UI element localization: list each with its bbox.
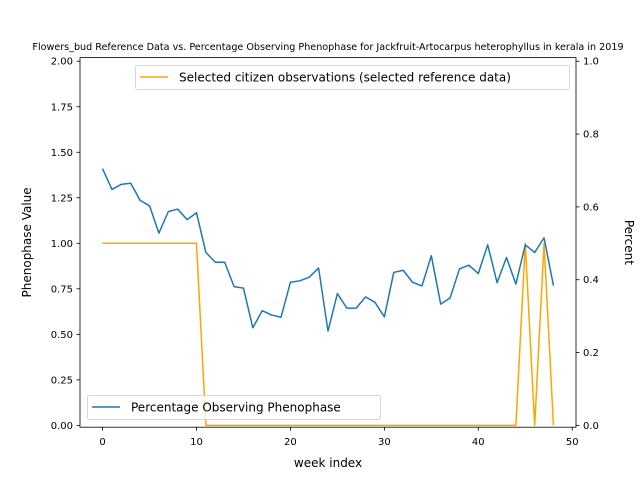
y-tick-label: 0.25 xyxy=(51,375,73,386)
x-tick-label: 40 xyxy=(472,437,485,448)
series-line-reference xyxy=(102,242,555,427)
x-axis-label: week index xyxy=(294,456,362,470)
legend-upper-right-box xyxy=(135,65,570,90)
y-tick-label: 0.75 xyxy=(51,284,73,295)
x-tick-label: 50 xyxy=(566,437,579,448)
y2-axis-label: Percent xyxy=(622,220,636,265)
series-line-percentage xyxy=(101,168,555,332)
y2-tick-label: 0.6 xyxy=(583,202,599,213)
y-tick-label: 1.50 xyxy=(51,148,73,159)
y-axis-label: Phenophase Value xyxy=(20,187,34,297)
chart-title: Flowers_bud Reference Data vs. Percentag… xyxy=(32,42,623,53)
y2-tick-label: 0.0 xyxy=(583,421,599,432)
x-tick-label: 20 xyxy=(284,437,297,448)
y-tick-label: 0.50 xyxy=(51,330,73,341)
legend-label-percentage: Percentage Observing Phenophase xyxy=(131,401,341,415)
x-tick-label: 30 xyxy=(378,437,391,448)
y2-tick-label: 1.0 xyxy=(583,57,599,68)
y2-tick-label: 0.8 xyxy=(583,130,599,141)
legend-upper-right: Selected citizen observations (selected … xyxy=(135,65,570,90)
plot-area-frame xyxy=(79,57,577,428)
x-tick-label: 0 xyxy=(99,437,105,448)
axis-ticks: 0 10 20 30 40 50 0.00 0.25 0.50 0.75 1.00 1.25 1.50 1… xyxy=(51,57,599,448)
x-tick-label: 10 xyxy=(190,437,203,448)
y-tick-label: 1.00 xyxy=(51,239,73,250)
y2-tick-label: 0.4 xyxy=(583,275,599,286)
series-lines xyxy=(101,168,555,427)
legend-lower-left: Percentage Observing Phenophase xyxy=(87,395,381,420)
y-tick-label: 1.25 xyxy=(51,193,73,204)
y2-tick-label: 0.2 xyxy=(583,348,599,359)
legend-lower-left-box xyxy=(87,395,381,420)
legend-label-reference: Selected citizen observations (selected … xyxy=(179,71,511,85)
y-tick-label: 1.75 xyxy=(51,102,73,113)
y-tick-label: 0.00 xyxy=(51,421,73,432)
y-tick-label: 2.00 xyxy=(51,57,73,68)
